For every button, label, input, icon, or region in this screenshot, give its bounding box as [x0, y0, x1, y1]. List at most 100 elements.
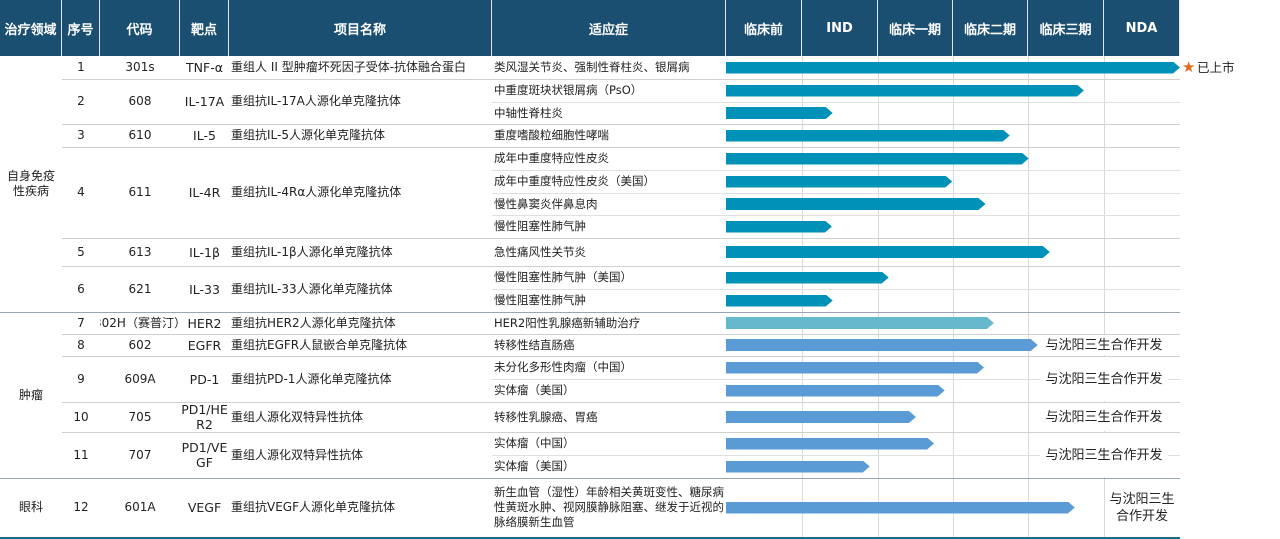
column-header: 靶点 — [180, 0, 229, 56]
table-bottom-border — [0, 537, 1180, 539]
progress-bar — [726, 385, 945, 397]
star-icon: ★ — [1182, 58, 1196, 76]
target: IL-1β — [189, 244, 220, 260]
sub-divider — [492, 170, 1180, 171]
progress-bar — [726, 339, 1038, 351]
column-header: 适应症 — [492, 0, 726, 56]
target: HER2 — [187, 315, 222, 331]
progress-bar — [726, 461, 870, 473]
phase-gridline — [1028, 56, 1029, 537]
target: PD1/HER2 — [181, 402, 228, 432]
drug-code: 621 — [128, 281, 152, 296]
target: TNF-α — [186, 60, 223, 75]
drug-code: 602 — [128, 337, 152, 352]
drug-code: 707 — [128, 447, 152, 462]
sub-divider — [492, 193, 1180, 194]
column-header: 代码 — [100, 0, 180, 56]
therapy-area: 眼科 — [18, 500, 43, 514]
progress-bar — [726, 502, 1075, 514]
indication: 慢性阻塞性肺气肿 — [494, 219, 586, 233]
progress-bar — [726, 438, 934, 450]
table-header: 治疗领域 序号 代码 靶点 项目名称 适应症 临床前 IND 临床一期 临床二期 临床三期 NDA — [0, 0, 1180, 56]
sub-divider — [492, 102, 1180, 103]
project-name: 重组抗IL-5人源化单克隆抗体 — [231, 128, 385, 142]
target: IL-4R — [188, 185, 221, 200]
progress-bar — [726, 411, 916, 423]
drug-code: 302H（赛普汀） — [100, 315, 180, 330]
row-divider — [62, 334, 1180, 335]
row-number: 2 — [77, 94, 85, 108]
indication: 急性痛风性关节炎 — [494, 244, 586, 259]
indication: 慢性鼻窦炎伴鼻息肉 — [494, 196, 598, 211]
project-name: 重组抗HER2人源化单克隆抗体 — [231, 315, 396, 330]
progress-bar — [726, 62, 1180, 74]
drug-code: 613 — [128, 244, 152, 259]
row-divider — [62, 238, 1180, 239]
column-header: 项目名称 — [229, 0, 492, 56]
project-name: 重组抗IL-4Rα人源化单克隆抗体 — [231, 185, 402, 199]
row-number: 12 — [73, 500, 89, 514]
drug-code: 705 — [128, 409, 152, 424]
project-name: 重组抗IL-33人源化单克隆抗体 — [231, 281, 393, 296]
row-divider — [62, 266, 1180, 267]
indication: 中重度斑块状银屑病（PsO） — [494, 83, 643, 97]
therapy-area: 自身免疫性疾病 — [6, 169, 55, 198]
project-name: 重组人源化双特异性抗体 — [231, 447, 364, 462]
progress-bar — [726, 317, 994, 329]
target: PD1/VEGF — [181, 440, 228, 470]
progress-bar — [726, 221, 832, 233]
project-name: 重组人源化双特异性抗体 — [231, 409, 364, 424]
row-number: 7 — [77, 315, 85, 330]
progress-bar — [726, 272, 889, 284]
indication: 实体瘤（中国） — [494, 436, 575, 450]
indication: 实体瘤（美国） — [494, 383, 575, 397]
sub-divider — [492, 215, 1180, 216]
project-name: 重组抗VEGF人源化单克隆抗体 — [231, 500, 395, 514]
phase-gridline — [953, 56, 954, 537]
progress-bar — [726, 362, 984, 374]
project-name: 重组抗EGFR人鼠嵌合单克隆抗体 — [231, 337, 408, 352]
project-name: 重组抗IL-17A人源化单克隆抗体 — [231, 94, 401, 108]
row-number: 5 — [77, 244, 85, 259]
target: IL-5 — [193, 128, 216, 143]
progress-bar — [726, 246, 1050, 258]
indication: 中轴性脊柱炎 — [494, 105, 563, 120]
target: VEGF — [187, 500, 222, 515]
indication: 转移性乳腺癌、胃癌 — [494, 409, 598, 424]
phase-gridline — [1104, 56, 1105, 537]
drug-code: 609A — [124, 371, 156, 386]
indication: 重度嗜酸粒细胞性哮喘 — [494, 128, 609, 142]
indication: 成年中重度特应性皮炎（美国） — [494, 174, 655, 188]
partner-note: 与沈阳三生合作开发 — [1040, 403, 1168, 431]
row-divider — [62, 402, 1180, 403]
row-divider — [62, 356, 1180, 357]
indication: 慢性阻塞性肺气肿 — [494, 293, 586, 307]
sub-divider — [492, 379, 1180, 380]
progress-bar — [726, 176, 952, 188]
drug-code: 610 — [128, 128, 152, 142]
indication: HER2阳性乳腺癌新辅助治疗 — [494, 315, 641, 330]
column-header: 临床前 — [726, 0, 802, 56]
column-header: 序号 — [62, 0, 100, 56]
progress-bar — [726, 107, 833, 119]
row-number: 6 — [77, 281, 85, 296]
indication: 未分化多形性肉瘤（中国） — [494, 360, 632, 374]
status-note: 已上市 — [1197, 60, 1235, 75]
indication: 成年中重度特应性皮炎 — [494, 151, 609, 165]
partner-note: 与沈阳三生合作开发 — [1105, 479, 1179, 536]
partner-note: 与沈阳三生合作开发 — [1040, 335, 1168, 355]
target: IL-17A — [184, 94, 225, 109]
progress-bar — [726, 295, 833, 307]
progress-bar — [726, 130, 1010, 142]
phase-gridline — [878, 56, 879, 537]
drug-code: 611 — [128, 185, 152, 199]
row-number: 9 — [77, 371, 85, 386]
project-name: 重组抗IL-1β人源化单克隆抗体 — [231, 244, 393, 259]
project-name: 重组抗PD-1人源化单克隆抗体 — [231, 371, 392, 386]
partner-note: 与沈阳三生合作开发 — [1040, 357, 1168, 401]
progress-bar — [726, 153, 1029, 165]
indication: 类风湿关节炎、强制性脊柱炎、银屑病 — [494, 60, 690, 74]
row-number: 3 — [77, 128, 85, 142]
therapy-area: 肿瘤 — [18, 387, 43, 402]
row-number: 10 — [73, 409, 89, 424]
